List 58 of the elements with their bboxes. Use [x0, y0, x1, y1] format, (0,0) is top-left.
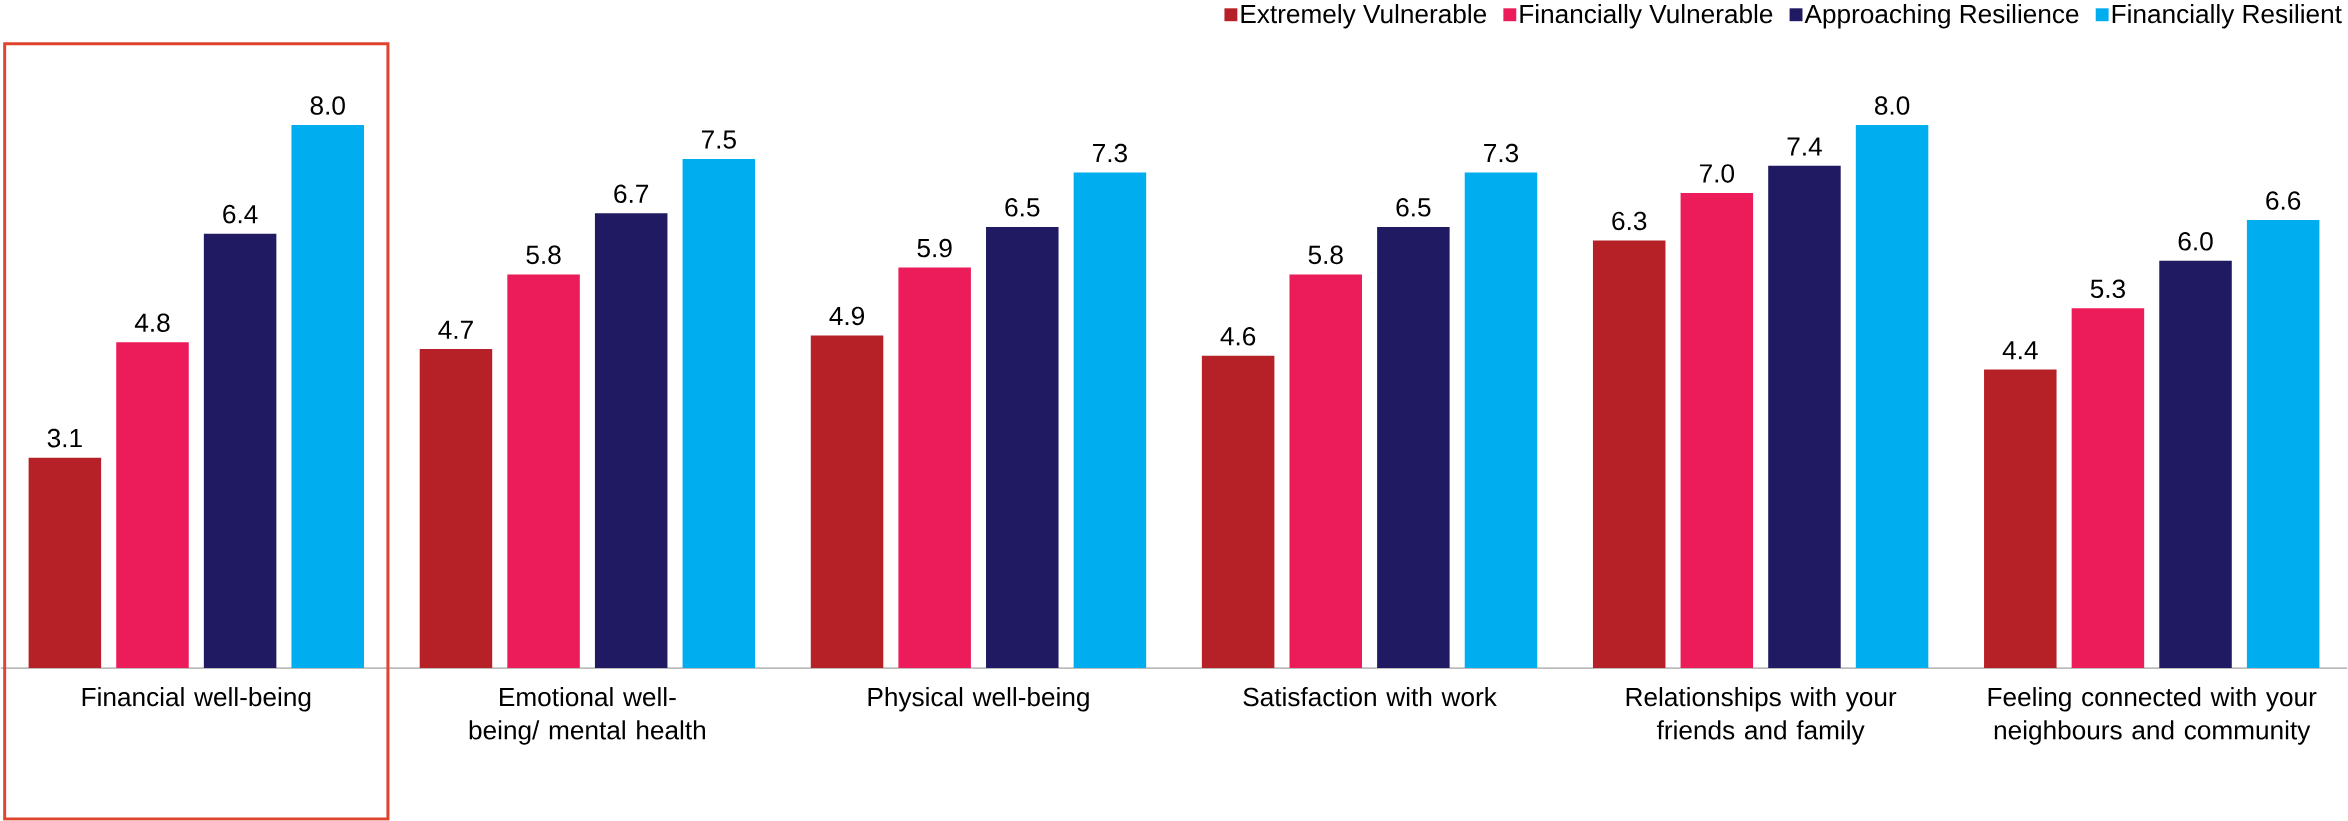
- data-label: 6.7: [614, 184, 649, 204]
- bar: [986, 227, 1059, 669]
- bar: [28, 457, 102, 669]
- bar: [2246, 220, 2320, 669]
- data-label: 5.8: [1308, 245, 1343, 265]
- bar: [116, 342, 189, 669]
- bar: [1201, 356, 1275, 669]
- x-tick-label: Satisfaction with work: [1243, 687, 1497, 707]
- legend-label: Extremely Vulnerable: [1241, 4, 1487, 29]
- bar: [1680, 193, 1754, 669]
- bar: [810, 335, 884, 669]
- data-label: 4.8: [134, 313, 170, 333]
- bar: [419, 349, 493, 669]
- data-label: 7.5: [701, 130, 736, 149]
- data-label: 6.4: [223, 205, 258, 224]
- data-label: 5.3: [2090, 279, 2125, 299]
- bar: [594, 213, 668, 669]
- data-label: 4.4: [2002, 341, 2038, 360]
- x-tick-label: Feeling connected with your neighbours and community: [1988, 687, 2317, 745]
- data-label: 7.3: [1093, 143, 1127, 163]
- bar: [1073, 172, 1147, 669]
- data-label: 4.7: [438, 320, 473, 339]
- data-label: 6.5: [1396, 198, 1431, 217]
- data-label: 7.4: [1787, 137, 1822, 156]
- data-label: 6.3: [1612, 211, 1647, 231]
- x-tick-label: Financial well-being: [82, 687, 311, 712]
- data-label: 5.9: [917, 238, 952, 258]
- legend-label: Financially Vulnerable: [1520, 4, 1773, 29]
- data-label: 3.1: [47, 429, 82, 448]
- x-tick-label: Physical well-being: [868, 687, 1089, 712]
- bar: [1289, 274, 1362, 669]
- bar: [1855, 125, 1929, 669]
- bar: [2159, 261, 2232, 669]
- data-label: 7.3: [1484, 143, 1519, 163]
- legend-label: Financially Resilient: [2112, 4, 2342, 29]
- data-label: 8.0: [310, 96, 345, 115]
- data-label: 4.9: [829, 306, 865, 326]
- x-tick-label: Relationships with your friends and family: [1626, 687, 1897, 745]
- data-label: 8.0: [1875, 96, 1910, 115]
- bar: [507, 274, 580, 669]
- data-label: 6.6: [2266, 191, 2301, 211]
- bar: [2071, 308, 2145, 669]
- bar: [1768, 166, 1841, 669]
- x-tick-label: Emotional well-being/ mental health: [469, 687, 705, 745]
- bar: [898, 267, 971, 669]
- bar: [1592, 240, 1666, 669]
- bar: [203, 233, 277, 669]
- data-label: 6.5: [1005, 198, 1040, 217]
- bar: [291, 125, 364, 669]
- bar: [1984, 369, 2057, 669]
- data-label: 4.6: [1220, 327, 1256, 346]
- bar: [1464, 172, 1538, 669]
- legend-label: Approaching Resilience: [1804, 4, 2079, 29]
- data-label: 5.8: [526, 245, 561, 265]
- data-label: 6.0: [2178, 232, 2213, 251]
- bar: [1377, 227, 1450, 669]
- bar: [682, 159, 756, 669]
- data-label: 7.0: [1699, 164, 1735, 183]
